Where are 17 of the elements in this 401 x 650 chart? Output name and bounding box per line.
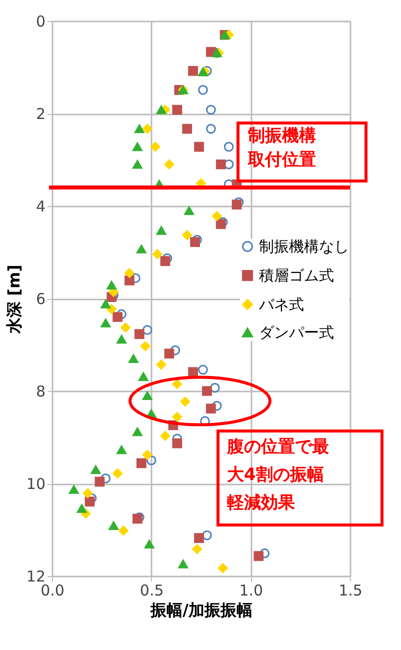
y-tick-label: 8 [36, 382, 46, 400]
legend-label: 積層ゴム式 [259, 266, 334, 284]
y-axis-title: 水深 [m] [4, 264, 24, 334]
y-tick-label: 6 [36, 290, 46, 308]
legend-label: 制振機構なし [259, 238, 349, 256]
y-tick-label: 10 [26, 475, 46, 493]
y-tick-label: 0 [36, 12, 46, 30]
x-tick-label: 1.5 [338, 582, 362, 600]
x-tick-label: 0.5 [140, 582, 164, 600]
legend-label: ダンパー式 [259, 324, 334, 342]
ref-line-label: 制振機構取付位置 [247, 126, 316, 170]
y-tick-label: 4 [36, 198, 46, 216]
annotation: 腹の位置で最大4割の振幅軽減効果 [226, 437, 329, 513]
legend-label: バネ式 [258, 296, 304, 314]
x-tick-label: 1.0 [239, 582, 264, 600]
y-tick-label: 2 [36, 105, 46, 123]
x-axis-title: 振幅/加振振幅 [150, 600, 252, 620]
